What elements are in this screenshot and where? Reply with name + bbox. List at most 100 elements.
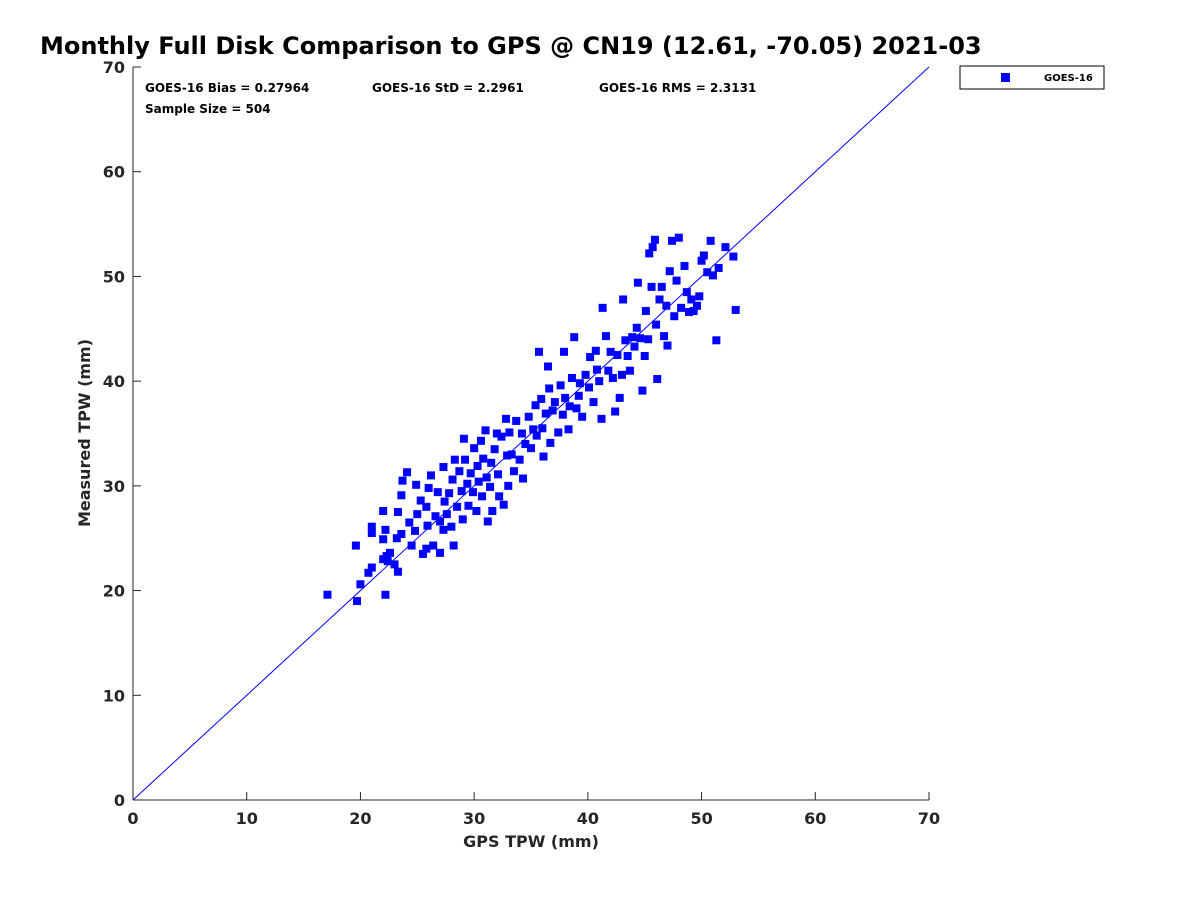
data-point bbox=[469, 488, 478, 497]
data-point bbox=[699, 251, 708, 260]
data-point bbox=[397, 491, 406, 500]
legend: GOES-16 bbox=[959, 65, 1105, 90]
data-point bbox=[708, 271, 717, 280]
data-point bbox=[628, 333, 637, 342]
data-point bbox=[481, 426, 490, 435]
data-point bbox=[682, 288, 691, 297]
data-point bbox=[695, 292, 704, 301]
data-point bbox=[680, 261, 689, 270]
data-point bbox=[517, 429, 526, 438]
one-to-one-line bbox=[132, 66, 930, 801]
data-point bbox=[567, 374, 576, 383]
y-tick-label: 30 bbox=[103, 477, 125, 496]
data-point bbox=[584, 383, 593, 392]
data-point bbox=[470, 444, 479, 453]
data-point bbox=[426, 471, 435, 480]
data-point bbox=[640, 352, 649, 361]
x-tick-label: 10 bbox=[236, 809, 258, 828]
data-point bbox=[633, 278, 642, 287]
data-point bbox=[677, 303, 686, 312]
data-point bbox=[598, 303, 607, 312]
data-point bbox=[668, 236, 677, 245]
data-point bbox=[604, 366, 613, 375]
x-tick-label: 40 bbox=[577, 809, 599, 828]
data-point bbox=[647, 282, 656, 291]
data-point bbox=[572, 404, 581, 413]
data-point bbox=[689, 306, 698, 315]
data-point bbox=[466, 469, 475, 478]
data-point bbox=[457, 487, 466, 496]
data-point bbox=[638, 386, 647, 395]
data-point bbox=[685, 308, 694, 317]
data-point bbox=[431, 512, 440, 521]
data-point bbox=[527, 444, 535, 453]
data-point bbox=[504, 481, 513, 490]
data-point bbox=[424, 483, 433, 492]
data-point bbox=[405, 518, 414, 527]
data-point bbox=[564, 425, 573, 434]
data-point bbox=[545, 384, 554, 393]
data-point bbox=[556, 381, 565, 390]
data-point bbox=[381, 590, 390, 599]
data-point bbox=[472, 506, 481, 515]
data-point bbox=[429, 541, 438, 550]
data-point bbox=[565, 402, 574, 411]
x-tick-label: 60 bbox=[804, 809, 826, 828]
data-point bbox=[449, 541, 458, 550]
data-point bbox=[641, 306, 650, 315]
data-point bbox=[413, 510, 422, 519]
data-point bbox=[440, 497, 449, 506]
data-point bbox=[714, 264, 723, 273]
y-tick-label: 70 bbox=[103, 58, 125, 77]
y-axis-title: Measured TPW (mm) bbox=[75, 339, 94, 527]
data-point bbox=[575, 379, 584, 388]
y-tick-label: 60 bbox=[103, 163, 125, 182]
data-point bbox=[450, 455, 459, 464]
data-point bbox=[550, 398, 559, 407]
data-point bbox=[476, 436, 485, 445]
data-point bbox=[416, 496, 425, 505]
data-point bbox=[608, 374, 617, 383]
data-point bbox=[474, 477, 483, 486]
data-point bbox=[597, 414, 606, 423]
data-point bbox=[519, 474, 528, 483]
data-point bbox=[636, 334, 645, 343]
x-tick-label: 0 bbox=[127, 809, 138, 828]
data-point bbox=[367, 522, 376, 531]
data-point bbox=[615, 393, 624, 402]
data-point bbox=[503, 451, 512, 460]
data-point bbox=[381, 525, 390, 534]
data-point bbox=[398, 476, 407, 485]
data-point bbox=[436, 517, 445, 526]
data-point bbox=[448, 475, 457, 484]
data-point bbox=[581, 370, 590, 379]
x-tick-label: 20 bbox=[349, 809, 371, 828]
data-point bbox=[578, 412, 587, 421]
data-point bbox=[632, 323, 641, 332]
data-point bbox=[439, 463, 448, 472]
data-point bbox=[422, 544, 431, 553]
data-point bbox=[534, 347, 543, 356]
legend-box bbox=[959, 65, 1105, 90]
chart-title: Monthly Full Disk Comparison to GPS @ CN… bbox=[40, 32, 982, 60]
data-point bbox=[439, 525, 448, 534]
data-point bbox=[595, 377, 604, 386]
data-point bbox=[660, 332, 669, 341]
data-point bbox=[532, 431, 541, 440]
data-point bbox=[630, 342, 639, 351]
data-point bbox=[529, 425, 538, 434]
plot-axes bbox=[132, 66, 930, 801]
data-point bbox=[486, 482, 495, 491]
data-point bbox=[662, 301, 671, 310]
data-point bbox=[407, 541, 416, 550]
data-point bbox=[403, 468, 412, 477]
data-point bbox=[483, 517, 492, 526]
data-point bbox=[539, 452, 548, 461]
data-point bbox=[418, 549, 427, 558]
bias-annotation: GOES-16 Bias = 0.27964 bbox=[145, 81, 309, 95]
x-tick-label: 70 bbox=[918, 809, 940, 828]
data-point bbox=[423, 521, 432, 530]
data-point bbox=[490, 445, 499, 454]
data-point bbox=[492, 429, 501, 438]
